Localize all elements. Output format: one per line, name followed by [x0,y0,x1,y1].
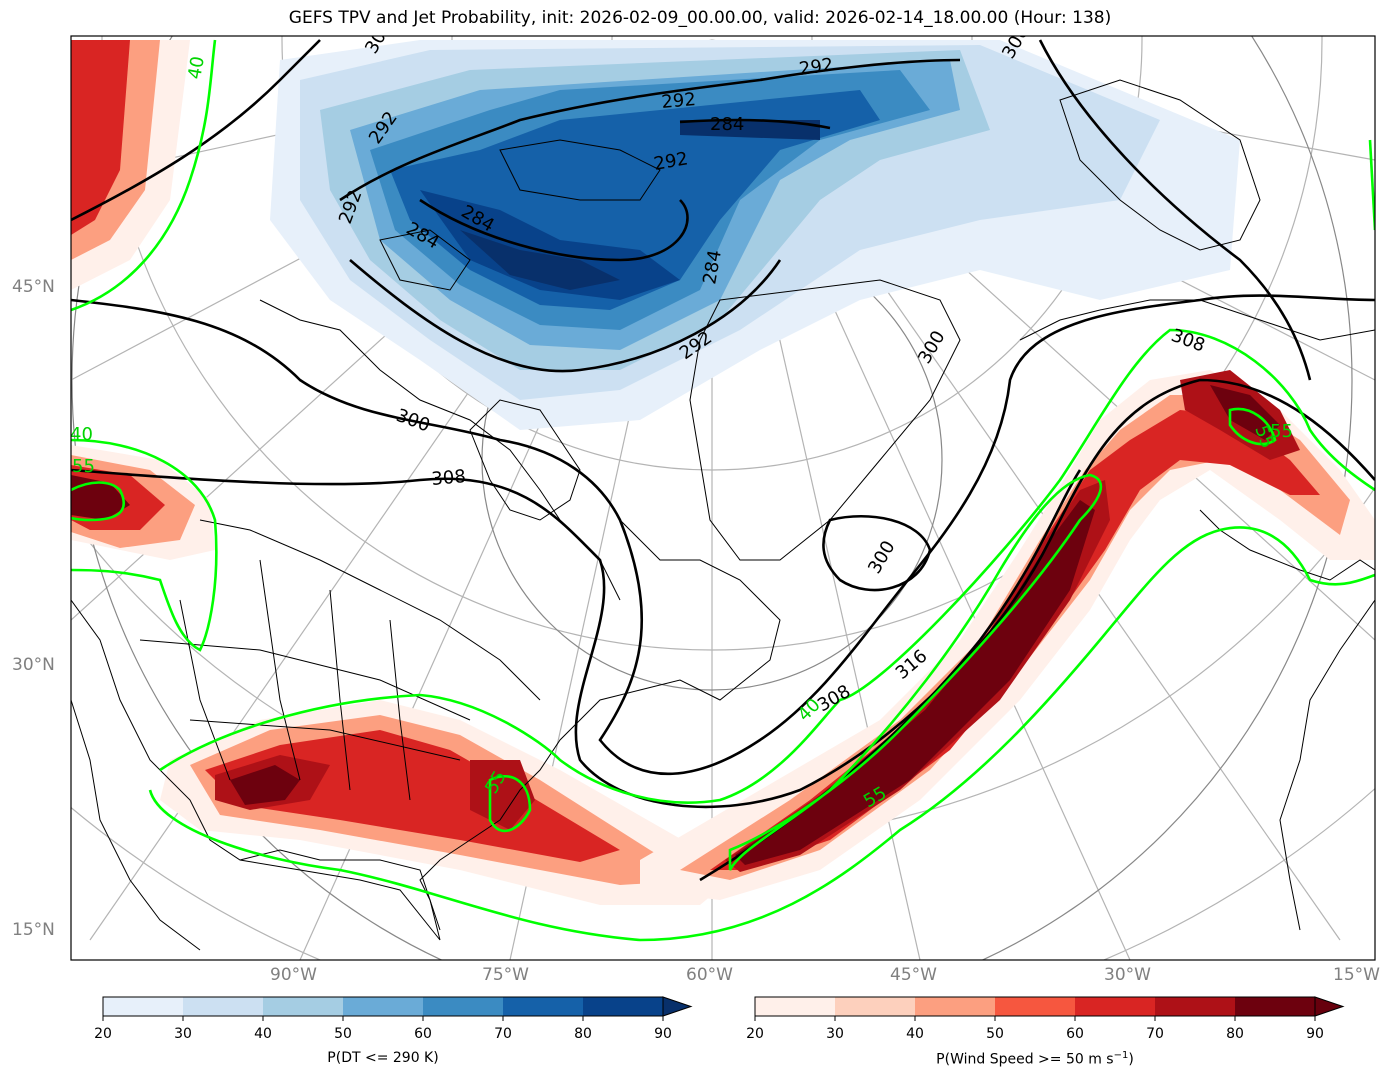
tpv-tick: 40 [254,1026,272,1042]
jet-tick: 70 [1146,1026,1164,1042]
us-borders [179,559,411,801]
jet-tick: 80 [1226,1026,1244,1042]
tpv-tick: 80 [574,1026,592,1042]
jet-colorbar-ticks: 20 30 40 50 60 70 80 90 [746,1026,1324,1044]
jet-label: 55 [72,456,95,477]
jet-contour-40 [159,328,1375,804]
jet-label: 40 [184,55,209,81]
jet-contour-55 [1228,407,1277,446]
tpv-colorbar-ticks: 20 30 40 50 60 70 80 90 [94,1026,672,1044]
colorbar-extend-arrow [662,996,693,1017]
jet-tick: 30 [826,1026,844,1042]
figure-title: GEFS TPV and Jet Probability, init: 2026… [288,8,1112,28]
jet-colorbar [754,996,1345,1021]
colorbar-swatch [183,997,263,1016]
theta-label: 308 [431,466,467,490]
lon-label: 75°W [482,965,529,985]
theta-contour-upper [1038,39,1312,381]
theta-label: 292 [798,54,835,80]
tpv-colorbar-label: P(DT <= 290 K) [327,1050,439,1066]
map-frame [70,35,1376,961]
tpv-tick: 90 [654,1026,672,1042]
tpv-tick: 20 [94,1026,112,1042]
jet-contour-40 [148,526,1375,942]
jet-contour-40 [71,438,218,652]
jet-label-exponent: −1 [1113,1050,1129,1061]
europe-coast [1019,299,1375,341]
jet-contour-55 [728,473,1103,871]
colorbar-swatch [103,997,183,1016]
colorbar-swatch [1075,997,1155,1016]
colorbar-swatch [343,997,423,1016]
theta-contour-284 [419,198,689,262]
lon-label: 30°W [1104,965,1151,985]
theta-contour-308 [71,378,1375,809]
theta-contour-292 [339,58,961,202]
arctic-islands [379,229,471,291]
tpv-tick: 70 [494,1026,512,1042]
jet-probability-field [71,40,1375,905]
us-borders [199,519,541,701]
colorbar-swatch [1155,997,1235,1016]
theta-contours [71,39,1375,882]
colorbar-swatch [583,997,663,1016]
jet-tick: 40 [906,1026,924,1042]
jet-contour-40 [71,39,217,312]
colorbar-outline [754,996,1316,1017]
projection-circle [71,36,1353,960]
colorbar-swatch [503,997,583,1016]
colorbar-swatch [1235,997,1315,1016]
colorbar-swatch [263,997,343,1016]
theta-label: 284 [710,114,744,135]
scandinavia-coast [1059,79,1261,251]
north-america-coast [71,519,781,941]
jet-colorbar-label: P(Wind Speed >= 50 m s−1) [936,1050,1134,1068]
africa-coast [1279,599,1375,931]
jet-contour-55 [71,481,125,522]
lat-label: 15°N [12,920,55,940]
colorbar-swatch [915,997,995,1016]
tpv-probability-field [270,40,1240,430]
tpv-tick: 50 [334,1026,352,1042]
central-america-coast [71,699,201,951]
jet-label-suffix: ) [1128,1051,1134,1068]
gulf-coast [239,849,441,931]
theta-contour-284 [679,118,831,130]
lon-label: 90°W [270,965,317,985]
us-borders [139,639,471,761]
colorbar-outline [102,996,664,1017]
colorbar-swatch [835,997,915,1016]
tpv-colorbar [102,996,693,1021]
colorbar-swatch [423,997,503,1016]
lat-label: 45°N [12,277,55,297]
lon-label: 15°W [1333,965,1380,985]
jet-label: 55 [1270,421,1293,442]
jet-tick: 90 [1306,1026,1324,1042]
colorbar-extend-arrow [1314,996,1345,1017]
theta-contour-closed [822,514,932,592]
lon-label: 45°W [890,965,937,985]
jet-tick: 20 [746,1026,764,1042]
colorbar-swatch [755,997,835,1016]
jet-label: 40 [70,424,93,445]
theta-contour-292 [349,259,782,373]
jet-label-prefix: P(Wind Speed >= 50 m s [936,1051,1114,1068]
hudson-bay [469,399,581,521]
tpv-tick: 60 [414,1026,432,1042]
jet-contour-55 [488,774,532,833]
tpv-tick: 30 [174,1026,192,1042]
jet-tick: 50 [986,1026,1004,1042]
lat-label: 30°N [12,655,55,675]
theta-contour-upper [71,39,321,222]
jet-tick: 60 [1066,1026,1084,1042]
theta-label: 292 [661,89,697,113]
arctic-islands [499,139,661,201]
jet-contours [71,39,1375,942]
lon-label: 60°W [686,965,733,985]
theta-contour-300 [71,294,1375,776]
colorbar-swatch [995,997,1075,1016]
